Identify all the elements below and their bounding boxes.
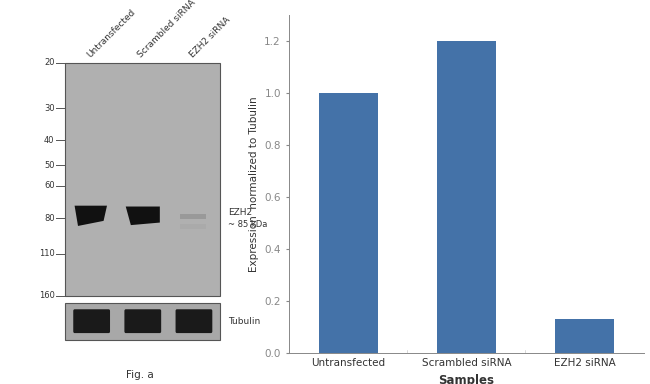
Text: 110: 110 xyxy=(39,249,55,258)
Bar xyxy=(65,303,220,340)
Bar xyxy=(65,63,220,296)
X-axis label: Samples: Samples xyxy=(438,374,495,384)
Text: Scrambled siRNA: Scrambled siRNA xyxy=(136,0,198,59)
Bar xyxy=(318,93,378,353)
Text: Tubulin: Tubulin xyxy=(228,317,261,326)
FancyBboxPatch shape xyxy=(176,309,213,333)
Text: 20: 20 xyxy=(44,58,55,67)
Bar xyxy=(555,319,614,353)
Polygon shape xyxy=(75,206,107,226)
Text: Untransfected: Untransfected xyxy=(85,7,137,59)
Y-axis label: Expression  normalized to Tubulin: Expression normalized to Tubulin xyxy=(249,96,259,272)
Text: 60: 60 xyxy=(44,181,55,190)
Bar xyxy=(180,214,206,218)
Bar xyxy=(437,41,496,353)
Polygon shape xyxy=(125,207,160,225)
Text: 30: 30 xyxy=(44,104,55,113)
Text: ~ 85 kDa: ~ 85 kDa xyxy=(228,220,268,229)
Text: EZH2: EZH2 xyxy=(228,208,252,217)
Text: 80: 80 xyxy=(44,214,55,223)
Text: 50: 50 xyxy=(44,161,55,170)
Text: 160: 160 xyxy=(39,291,55,300)
Bar xyxy=(180,224,206,228)
FancyBboxPatch shape xyxy=(73,309,110,333)
FancyBboxPatch shape xyxy=(124,309,161,333)
Text: EZH2 siRNA: EZH2 siRNA xyxy=(188,15,231,59)
Text: Fig. a: Fig. a xyxy=(126,370,154,380)
Text: 40: 40 xyxy=(44,136,55,145)
